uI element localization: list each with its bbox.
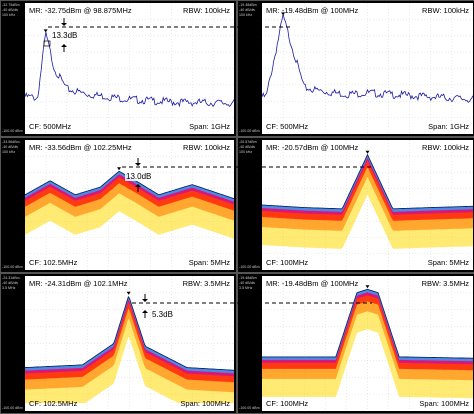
rbw-readout: RBW: 100kHz [183, 6, 230, 15]
plot-svg [262, 276, 473, 411]
density-band [25, 171, 234, 211]
spectrum-panel-5: -24.31dBm -40 dB/div 3.5 MHz -100.00 dBm… [0, 273, 237, 414]
spectrum-trace [262, 288, 473, 359]
side-bottom-level: -100.00 dBm [2, 265, 23, 269]
spectrum-panel-3: -33.56dBm -40 dB/div 100 kHz -100.00 dBm… [0, 137, 237, 273]
center-frequency: CF: 102.5MHz [29, 258, 78, 267]
plot-area[interactable]: MR: -32.75dBm @ 98.875MHz RBW: 100kHz CF… [25, 3, 234, 134]
peak-marker [365, 150, 370, 154]
peak-marker [281, 12, 286, 16]
spectrum-trace [262, 13, 473, 103]
plot-svg [262, 140, 473, 270]
side-rbw: 3.5 MHz [2, 286, 16, 290]
side-scale: -40 dB/div [2, 8, 19, 12]
plot-area[interactable]: MR: -33.56dBm @ 102.25MHz RBW: 100kHz CF… [25, 140, 234, 270]
side-ref-level: -20.57dBm [239, 140, 257, 144]
spectrum-trace [25, 31, 234, 108]
plot-svg [262, 3, 473, 134]
spectrum-panel-6: -19.48dBm -40 dB/div 3.5 MHz -100.00 dBm… [237, 273, 474, 414]
plot-svg [25, 140, 234, 270]
spectrum-panel-1: -32.75dBm -40 dB/div 100 kHz -100.00 dBm… [0, 0, 237, 137]
side-ref-level: -33.56dBm [2, 140, 20, 144]
rbw-readout: RBW: 100kHz [183, 143, 230, 152]
plot-area[interactable]: MR: -20.57dBm @ 100MHz RBW: 100kHz CF: 1… [262, 140, 473, 270]
side-rbw: 3.5 MHz [239, 286, 253, 290]
side-rbw: 100 kHz [2, 13, 16, 17]
center-frequency: CF: 100MHz [266, 258, 309, 267]
rbw-readout: RBW: 3.5MHz [182, 279, 230, 288]
side-bottom-level: -100.00 dBm [2, 129, 23, 133]
plot-svg [25, 3, 234, 134]
side-ref-level: -19.48dBm [239, 276, 257, 280]
side-bottom-level: -100.00 dBm [2, 406, 23, 410]
side-scale: -40 dB/div [239, 281, 256, 285]
span-readout: Span: 100MHz [419, 399, 469, 408]
peak-marker [43, 29, 48, 33]
plot-svg [25, 276, 234, 411]
side-bottom-level: -100.00 dBm [239, 129, 260, 133]
side-bottom-level: -100.00 dBm [239, 265, 260, 269]
span-readout: Span: 5MHz [427, 258, 469, 267]
plot-area[interactable]: MR: -19.48dBm @ 100MHz RBW: 3.5MHz CF: 1… [262, 276, 473, 411]
side-scale: -40 dB/div [239, 145, 256, 149]
spectrum-trace [25, 295, 234, 371]
marker-readout: MR: -32.75dBm @ 98.875MHz [29, 6, 132, 15]
marker-readout: MR: -19.48dBm @ 100MHz [266, 6, 359, 15]
spectrum-panel-4: -20.57dBm -40 dB/div 100 kHz -100.00 dBm… [237, 137, 474, 273]
side-ref-level: -24.31dBm [2, 276, 20, 280]
center-frequency: CF: 500MHz [29, 122, 72, 131]
side-rbw: 100 kHz [2, 150, 16, 154]
spectrum-panel-2: -19.48dBm -40 dB/div 100 kHz -100.00 dBm… [237, 0, 474, 137]
center-frequency: CF: 102.5MHz [29, 399, 78, 408]
span-readout: Span: 1GHz [189, 122, 230, 131]
span-readout: Span: 1GHz [428, 122, 469, 131]
marker-readout: MR: -19.48dBm @ 100MHz [266, 279, 359, 288]
rbw-readout: RBW: 3.5MHz [421, 279, 469, 288]
density-band [25, 171, 234, 221]
center-frequency: CF: 100MHz [266, 399, 309, 408]
marker-readout: MR: -33.56dBm @ 102.25MHz [29, 143, 132, 152]
side-rbw: 100 kHz [239, 150, 253, 154]
rbw-readout: RBW: 100kHz [422, 143, 469, 152]
side-scale: -40 dB/div [2, 145, 19, 149]
side-scale: -40 dB/div [2, 281, 19, 285]
span-readout: Span: 100MHz [180, 399, 230, 408]
side-scale: -40 dB/div [239, 8, 256, 12]
plot-area[interactable]: MR: -19.48dBm @ 100MHz RBW: 100kHz CF: 5… [262, 3, 473, 134]
peak-marker [126, 291, 131, 295]
peak-marker [365, 285, 370, 289]
peak-marker [117, 167, 122, 171]
rbw-readout: RBW: 100kHz [422, 6, 469, 15]
side-ref-level: -19.48dBm [239, 3, 257, 7]
center-frequency: CF: 500MHz [266, 122, 309, 131]
side-rbw: 100 kHz [239, 13, 253, 17]
side-ref-level: -32.75dBm [2, 3, 20, 7]
plot-area[interactable]: MR: -24.31dBm @ 102.1MHz RBW: 3.5MHz CF:… [25, 276, 234, 411]
span-readout: Span: 5MHz [188, 258, 230, 267]
spectrum-trace [262, 153, 473, 210]
marker-readout: MR: -24.31dBm @ 102.1MHz [29, 279, 128, 288]
side-bottom-level: -100.00 dBm [239, 406, 260, 410]
density-band [262, 154, 473, 221]
marker-readout: MR: -20.57dBm @ 100MHz [266, 143, 359, 152]
